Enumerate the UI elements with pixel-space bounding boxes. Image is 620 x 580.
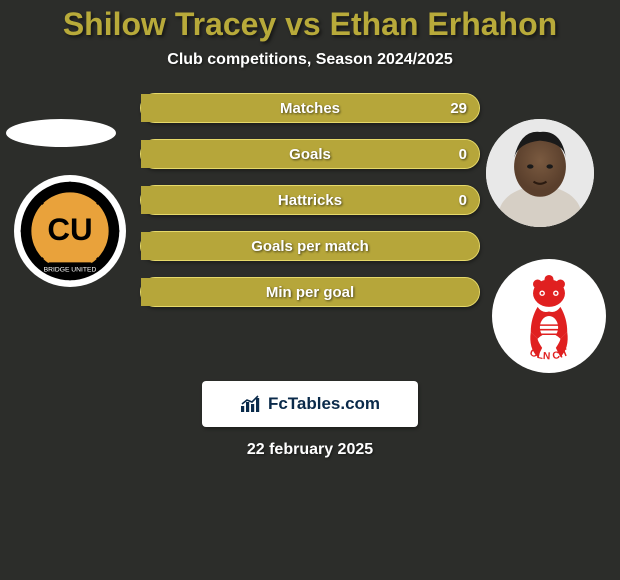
left-player-avatar [6,119,116,147]
club-badge-icon: CU BRIDGE UNITED [14,175,126,287]
club-badge-icon: OLN CIT [492,259,606,373]
player-avatar-icon [486,119,594,227]
stat-row: Min per goal [140,277,480,307]
stat-value-right: 0 [459,186,467,214]
stat-row: Goals per match [140,231,480,261]
date-text: 22 february 2025 [0,441,620,459]
stat-row: Goals0 [140,139,480,169]
branding-badge: FcTables.com [202,381,418,427]
right-player-avatar [486,119,594,227]
right-club-badge: OLN CIT [492,259,606,373]
stat-label: Min per goal [141,278,479,306]
stat-label: Matches [141,94,479,122]
stat-bars: Matches29Goals0Hattricks0Goals per match… [140,93,480,323]
stat-value-right: 0 [459,140,467,168]
stat-value-right: 29 [450,94,467,122]
branding-text: FcTables.com [268,394,380,414]
stat-row: Hattricks0 [140,185,480,215]
stat-row: Matches29 [140,93,480,123]
content-root: Shilow Tracey vs Ethan Erhahon Club comp… [0,0,620,580]
comparison-area: CU BRIDGE UNITED [0,93,620,353]
page-subtitle: Club competitions, Season 2024/2025 [0,51,620,69]
page-title: Shilow Tracey vs Ethan Erhahon [0,0,620,43]
left-club-badge-text: CU [47,212,92,247]
chart-icon [240,395,262,413]
stat-label: Goals [141,140,479,168]
left-club-badge-subtext: BRIDGE UNITED [44,266,97,273]
left-club-badge: CU BRIDGE UNITED [14,175,126,287]
stat-label: Goals per match [141,232,479,260]
stat-label: Hattricks [141,186,479,214]
